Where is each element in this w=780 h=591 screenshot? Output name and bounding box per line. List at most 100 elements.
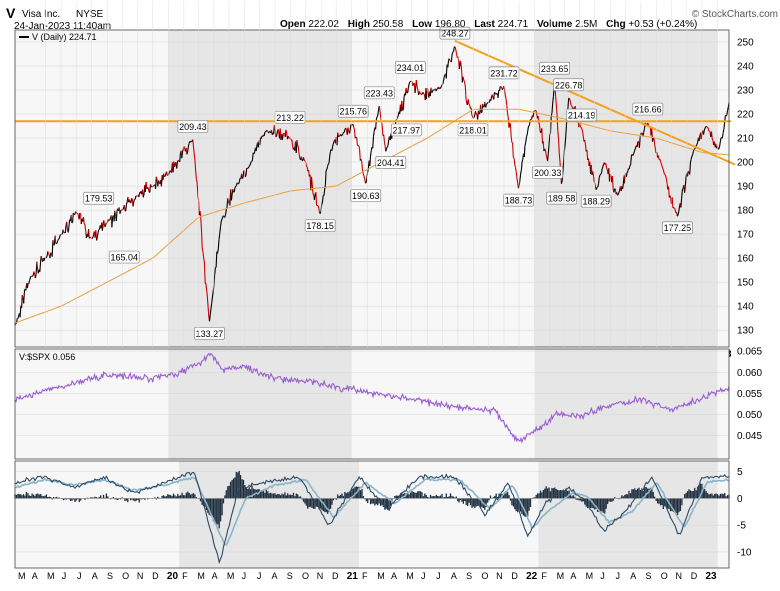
price-segment: [709, 131, 710, 132]
price-segment: [248, 167, 249, 168]
price-segment: [644, 128, 645, 132]
price-segment: [194, 147, 195, 153]
price-segment: [178, 161, 179, 162]
price-segment: [692, 155, 693, 157]
ppo-x-tick-label: J: [77, 571, 82, 581]
price-segment: [516, 173, 517, 179]
price-segment: [598, 183, 599, 187]
price-segment: [661, 164, 662, 166]
price-segment: [707, 127, 708, 128]
annotation-label: 165.04: [110, 253, 138, 263]
price-segment: [382, 126, 383, 136]
price-segment: [606, 164, 607, 169]
price-segment: [304, 157, 305, 160]
price-segment: [35, 274, 36, 278]
ppo-x-tick-label: J: [62, 571, 67, 581]
price-segment: [46, 256, 47, 258]
price-axis-y-tick-label: 230: [737, 86, 754, 97]
price-segment: [355, 130, 356, 138]
price-segment: [415, 87, 416, 93]
price-segment: [682, 188, 683, 189]
price-segment: [548, 145, 549, 153]
price-segment: [654, 139, 655, 145]
price-segment: [360, 150, 361, 161]
price-segment: [204, 258, 205, 262]
price-segment: [206, 283, 207, 289]
price-segment: [51, 253, 52, 254]
price-segment: [727, 111, 728, 115]
annotation-label: 213.22: [276, 113, 304, 123]
price-segment: [159, 180, 160, 182]
price-panel: 1301401501601701801902002102202302402501…: [15, 1, 754, 360]
ratio-axis-y-tick-label: 0.050: [737, 410, 762, 421]
price-segment: [184, 146, 185, 149]
price-panel-year-shade: [168, 30, 351, 347]
price-segment: [328, 163, 329, 164]
price-segment: [468, 99, 469, 104]
price-axis-y-tick-label: 210: [737, 134, 754, 145]
price-axis-y-tick-label: 150: [737, 278, 754, 289]
price-segment: [288, 136, 289, 138]
price-axis-y-tick-label: 160: [737, 254, 754, 265]
price-segment: [298, 147, 299, 154]
price-segment: [325, 171, 326, 185]
ppo-axis-y-tick-label: 0: [737, 494, 743, 505]
price-segment: [323, 195, 324, 202]
ppo-x-tick-label: J: [616, 571, 621, 581]
price-segment: [728, 107, 729, 111]
price-segment: [693, 152, 694, 155]
price-segment: [602, 169, 603, 173]
price-segment: [545, 150, 546, 154]
price-segment: [221, 222, 222, 227]
price-segment: [533, 114, 534, 118]
price-segment: [509, 123, 510, 127]
ratio-axis-y-tick-label: 0.055: [737, 389, 762, 400]
price-axis-y-tick-label: 200: [737, 158, 754, 169]
price-segment: [201, 219, 202, 230]
price-segment: [37, 262, 38, 269]
ppo-x-tick-label: D: [332, 571, 339, 581]
ppo-x-tick-label: F: [182, 571, 188, 581]
price-segment: [57, 243, 58, 244]
price-segment: [552, 103, 553, 113]
price-segment: [465, 86, 466, 99]
annotation-label: 216.66: [634, 105, 662, 115]
price-segment: [216, 252, 217, 268]
price-segment: [208, 307, 209, 317]
price-segment: [572, 106, 573, 107]
price-segment: [569, 98, 570, 99]
price-segment: [278, 129, 279, 132]
price-segment: [486, 104, 487, 107]
price-segment: [313, 194, 314, 196]
price-segment: [361, 159, 362, 162]
price-segment: [59, 238, 60, 239]
price-segment: [105, 223, 106, 227]
annotation-label: 223.43: [365, 88, 393, 98]
price-segment: [463, 77, 464, 80]
price-segment: [341, 135, 342, 136]
price-segment: [69, 220, 70, 228]
price-segment: [282, 134, 283, 140]
price-segment: [627, 172, 628, 174]
ppo-x-tick-label: M: [557, 571, 565, 581]
price-segment: [72, 222, 73, 223]
annotation-label: 218.01: [459, 125, 487, 135]
price-segment: [665, 174, 666, 175]
ppo-axis-y-tick-label: 5: [737, 467, 743, 478]
price-segment: [465, 82, 466, 86]
price-segment: [264, 132, 265, 136]
price-segment: [387, 147, 388, 148]
price-segment: [266, 131, 267, 132]
price-segment: [494, 93, 495, 100]
price-segment: [298, 145, 299, 147]
ppo-x-tick-label: 22: [526, 571, 538, 582]
price-segment: [600, 174, 601, 175]
price-segment: [417, 87, 418, 90]
ppo-x-tick-label: 21: [347, 571, 359, 582]
price-segment: [202, 230, 203, 248]
price-segment: [359, 146, 360, 150]
ppo-x-tick-label: D: [691, 571, 698, 581]
price-segment: [183, 150, 184, 151]
price-segment: [121, 210, 122, 212]
price-segment: [455, 47, 456, 50]
